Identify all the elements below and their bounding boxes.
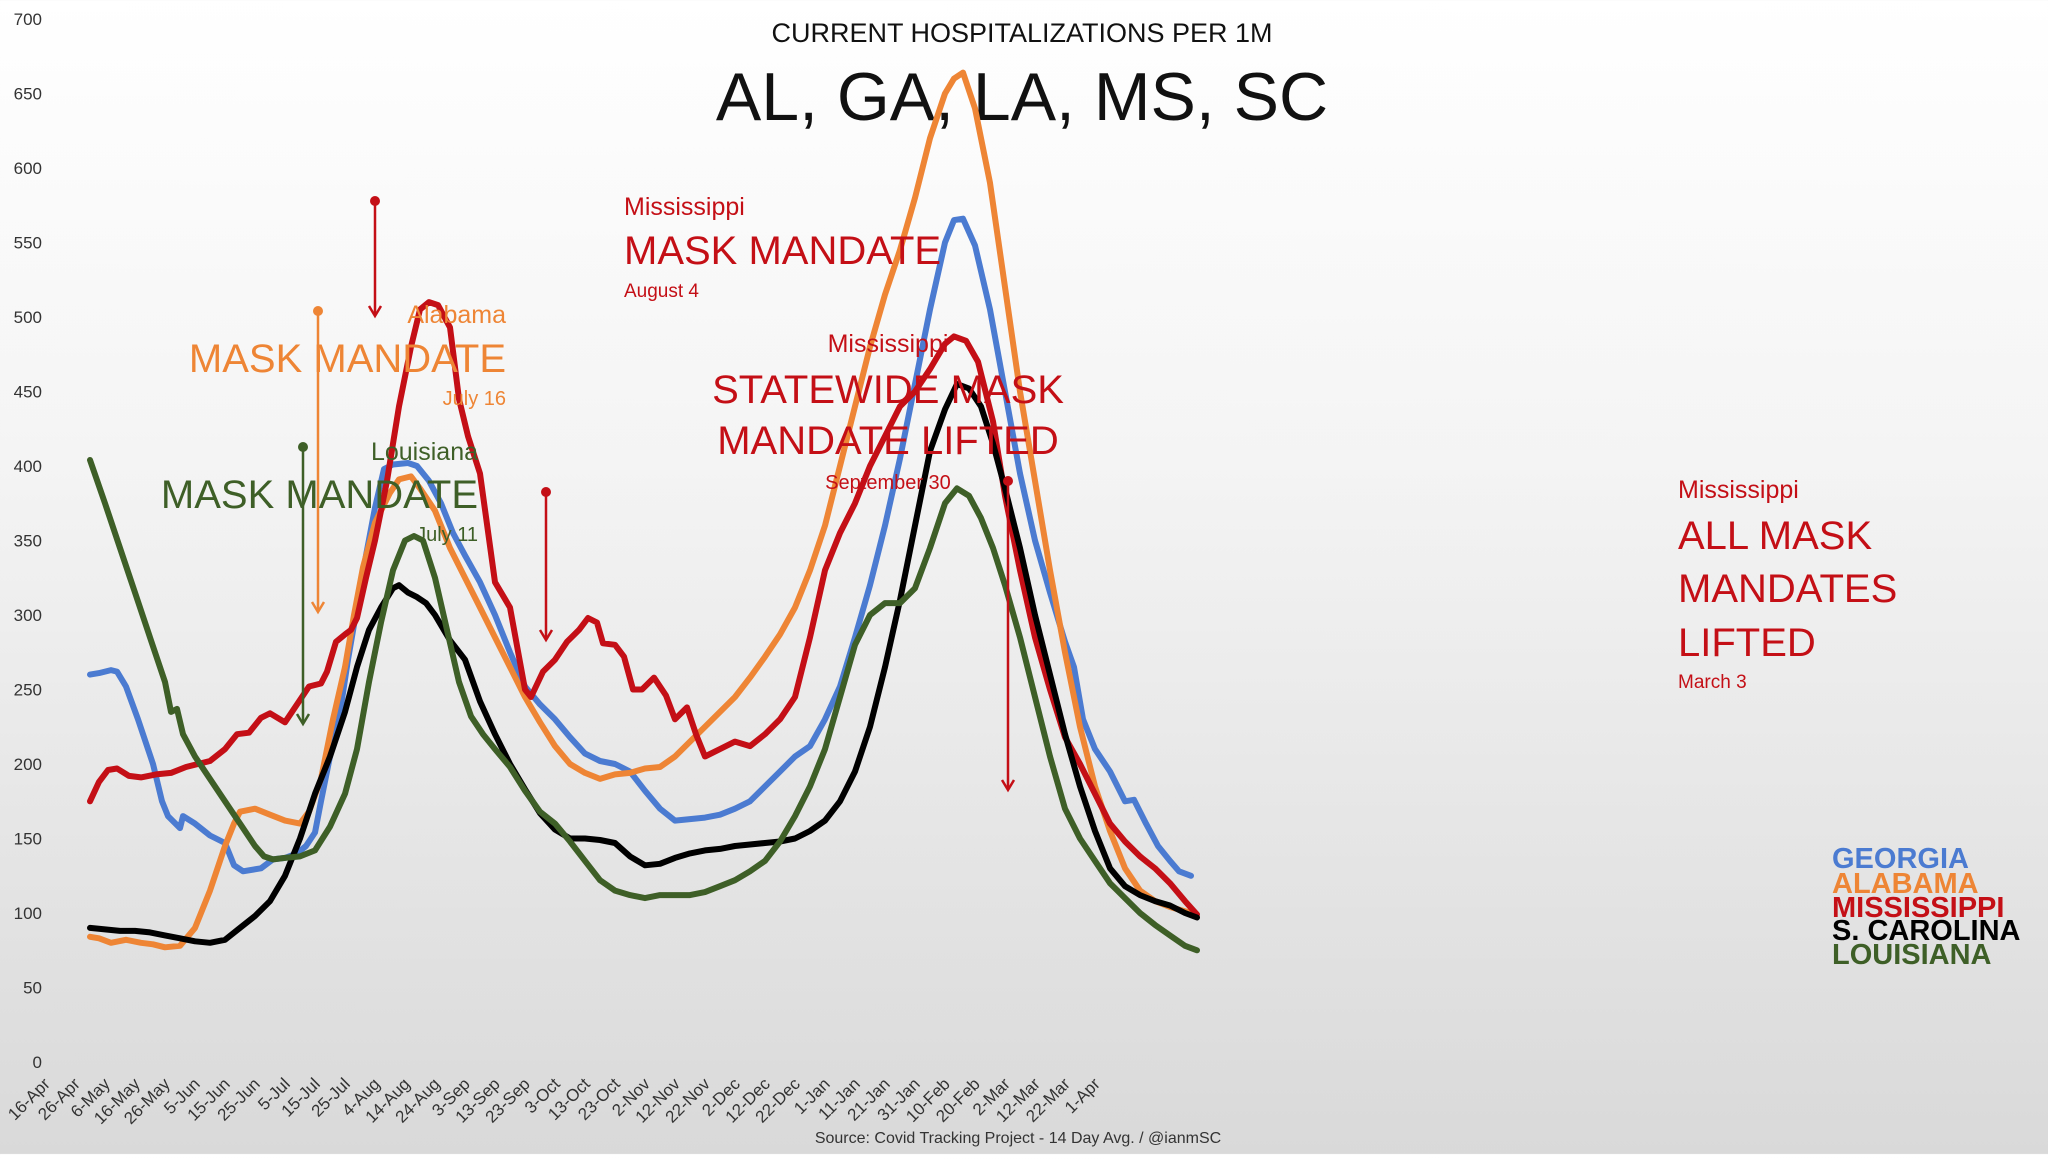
annotation-headline: LIFTED (1678, 621, 1816, 665)
y-tick-label: 600 (14, 159, 42, 178)
annotation-arrow-dot (313, 306, 323, 316)
annotation: Mississippi MASK MANDATE August 4 (367, 193, 941, 319)
annotation-headline: MASK MANDATE (189, 337, 506, 381)
annotation-state: Mississippi (624, 193, 745, 221)
annotation: Louisiana MASK MANDATE July 11 (161, 438, 478, 727)
y-tick-label: 450 (14, 383, 42, 402)
y-tick-label: 650 (14, 85, 42, 104)
annotation-date: July 11 (416, 524, 478, 546)
annotation-headline: MANDATES (1678, 567, 1897, 611)
series-line-s-carolina (87, 381, 1200, 946)
annotation-layer: Alabama MASK MANDATE July 16 Louisiana MASK … (161, 193, 1897, 793)
annotation-headline: ALL MASK (1678, 514, 1872, 558)
legend-label: LOUISIANA (1832, 939, 1992, 971)
annotation-state: Mississippi (828, 330, 949, 358)
chart-source: Source: Covid Tracking Project - 14 Day … (815, 1130, 1221, 1147)
y-tick-label: 300 (14, 606, 42, 625)
annotation-arrow-head (1000, 779, 1016, 793)
chart-subtitle: AL, GA, LA, MS, SC (716, 59, 1328, 135)
annotation-headline: MASK MANDATE (624, 229, 941, 273)
x-tick-label: 1-Apr (1061, 1074, 1104, 1117)
y-tick-label: 100 (14, 904, 42, 923)
annotation-state: Alabama (407, 301, 506, 329)
legend-label: ALABAMA (1832, 868, 1979, 900)
annotation: Alabama MASK MANDATE July 16 (189, 301, 506, 615)
annotation-arrow-dot (541, 487, 551, 497)
y-tick-label: 200 (14, 755, 42, 774)
series-line-georgia (87, 215, 1194, 879)
y-tick-label: 0 (33, 1053, 42, 1072)
annotation-headline: STATEWIDE MASK (712, 368, 1064, 412)
annotation-arrow-dot (370, 196, 380, 206)
y-tick-label: 250 (14, 681, 42, 700)
legend-label: S. CAROLINA (1832, 915, 2021, 947)
annotation-date: March 3 (1678, 672, 1747, 693)
y-tick-label: 500 (14, 308, 42, 327)
annotation-arrow-head (310, 601, 326, 615)
annotation-arrow-dot (1003, 476, 1013, 486)
annotation-date: September 30 (825, 472, 951, 494)
annotation: Mississippi ALL MASK MANDATES LIFTED March 3 (1000, 476, 1897, 793)
series-layer (87, 69, 1200, 954)
series-line-alabama (87, 69, 1194, 951)
annotation-date: July 16 (443, 388, 506, 410)
annotation-arrow-dot (298, 442, 308, 452)
annotation-state: Louisiana (371, 438, 478, 466)
y-axis: 0 50 100 150 200 250 300 350 400 450 500 550 600 650 7… (14, 10, 42, 1072)
series-line-mississippi (87, 299, 1200, 918)
annotation: Mississippi STATEWIDE MASK MANDATE LIFTED S… (538, 330, 1064, 643)
annotation-headline: MANDATE LIFTED (717, 419, 1059, 463)
chart-title: CURRENT HOSPITALIZATIONS PER 1M (771, 18, 1272, 48)
y-tick-label: 350 (14, 532, 42, 551)
x-axis: 16-Apr26-Apr6-May16-May26-May5-Jun15-Jun… (4, 1074, 1104, 1128)
legend-label: GEORGIA (1832, 843, 1969, 875)
annotation-arrow-head (538, 629, 554, 643)
annotation-date: August 4 (624, 281, 699, 302)
annotation-headline: MASK MANDATE (161, 473, 478, 517)
y-tick-label: 550 (14, 234, 42, 253)
y-tick-label: 700 (14, 10, 42, 29)
y-tick-label: 50 (23, 979, 42, 998)
series-line-louisiana (87, 457, 1200, 954)
annotation-arrow-head (367, 305, 383, 319)
y-tick-label: 400 (14, 457, 42, 476)
legend-label: MISSISSIPPI (1832, 892, 2004, 924)
y-tick-label: 150 (14, 830, 42, 849)
annotation-state: Mississippi (1678, 476, 1799, 504)
annotation-arrow-head (295, 713, 311, 727)
